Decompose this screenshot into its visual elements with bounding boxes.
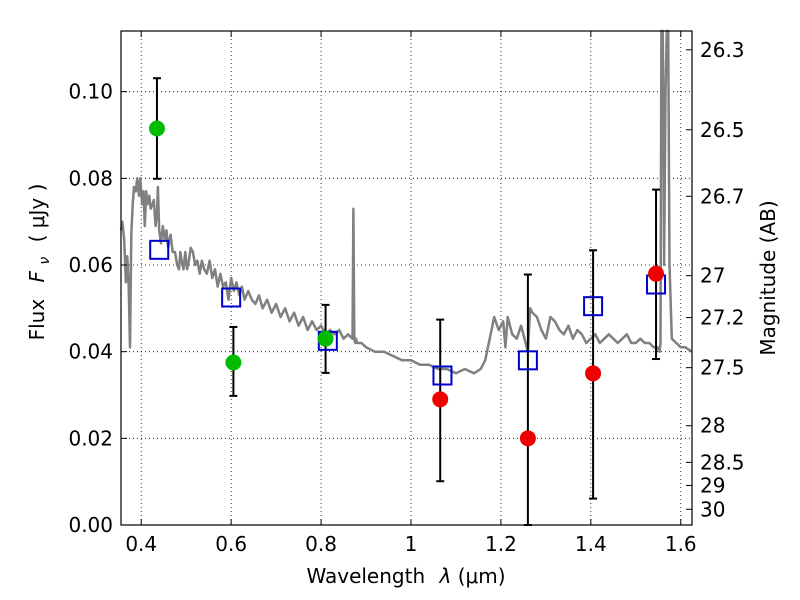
model-point (149, 239, 170, 260)
model-point (432, 365, 453, 386)
y-axis-title: Flux F ν ( μJy ) (25, 184, 54, 341)
y2-tick-label: 26.3 (700, 38, 745, 62)
y-tick-label: 0.02 (68, 426, 113, 450)
observed-point (519, 430, 536, 447)
x-axis-title: Wavelength λ (μm) (306, 564, 505, 588)
x-tick-label: 1.4 (575, 532, 607, 556)
x-tick-labels: 0.4 0.6 0.8 1 1.2 1.4 1.6 (125, 532, 696, 556)
observed-point (148, 120, 165, 137)
grid (121, 31, 692, 526)
model-spectrum-series (119, 29, 693, 375)
x-tick-label: 0.8 (305, 532, 337, 556)
model-point (221, 287, 242, 308)
observed-point (585, 365, 602, 382)
y-tick-label: 0.08 (68, 166, 113, 190)
observed-point (317, 330, 334, 347)
model-spectrum-line (119, 29, 693, 375)
y-tick-labels: 0.00 0.02 0.04 0.06 0.08 0.10 (68, 80, 113, 537)
y2-tick-label: 27.2 (700, 306, 745, 330)
y2-tick-label: 28.5 (700, 450, 745, 474)
x-tick-label: 0.6 (215, 532, 247, 556)
y-tick-label: 0.06 (68, 253, 113, 277)
x-tick-label: 1.6 (665, 532, 697, 556)
y2-tick-label: 29 (700, 473, 725, 497)
observed-point (648, 265, 665, 282)
axis-ticks (121, 31, 692, 526)
plot-frame (120, 30, 693, 526)
x-tick-label: 1.2 (485, 532, 517, 556)
observed-point (225, 354, 242, 371)
y2-tick-label: 26.7 (700, 184, 745, 208)
y2-axis-title: Magnitude (AB) (756, 200, 780, 355)
observed-points-series (148, 120, 665, 447)
y-tick-label: 0.04 (68, 340, 113, 364)
model-point (517, 350, 538, 371)
model-point (583, 296, 604, 317)
y2-tick-label: 30 (700, 497, 725, 521)
x-tick-label: 1 (405, 532, 418, 556)
y-tick-label: 0.10 (68, 80, 113, 104)
y-tick-label: 0.00 (68, 513, 113, 537)
observed-point (432, 391, 449, 408)
y2-tick-label: 26.5 (700, 118, 745, 142)
y2-tick-label: 27.5 (700, 356, 745, 380)
y2-tick-label: 28 (700, 414, 725, 438)
x-tick-label: 0.4 (125, 532, 157, 556)
y2-tick-label: 27 (700, 264, 725, 288)
